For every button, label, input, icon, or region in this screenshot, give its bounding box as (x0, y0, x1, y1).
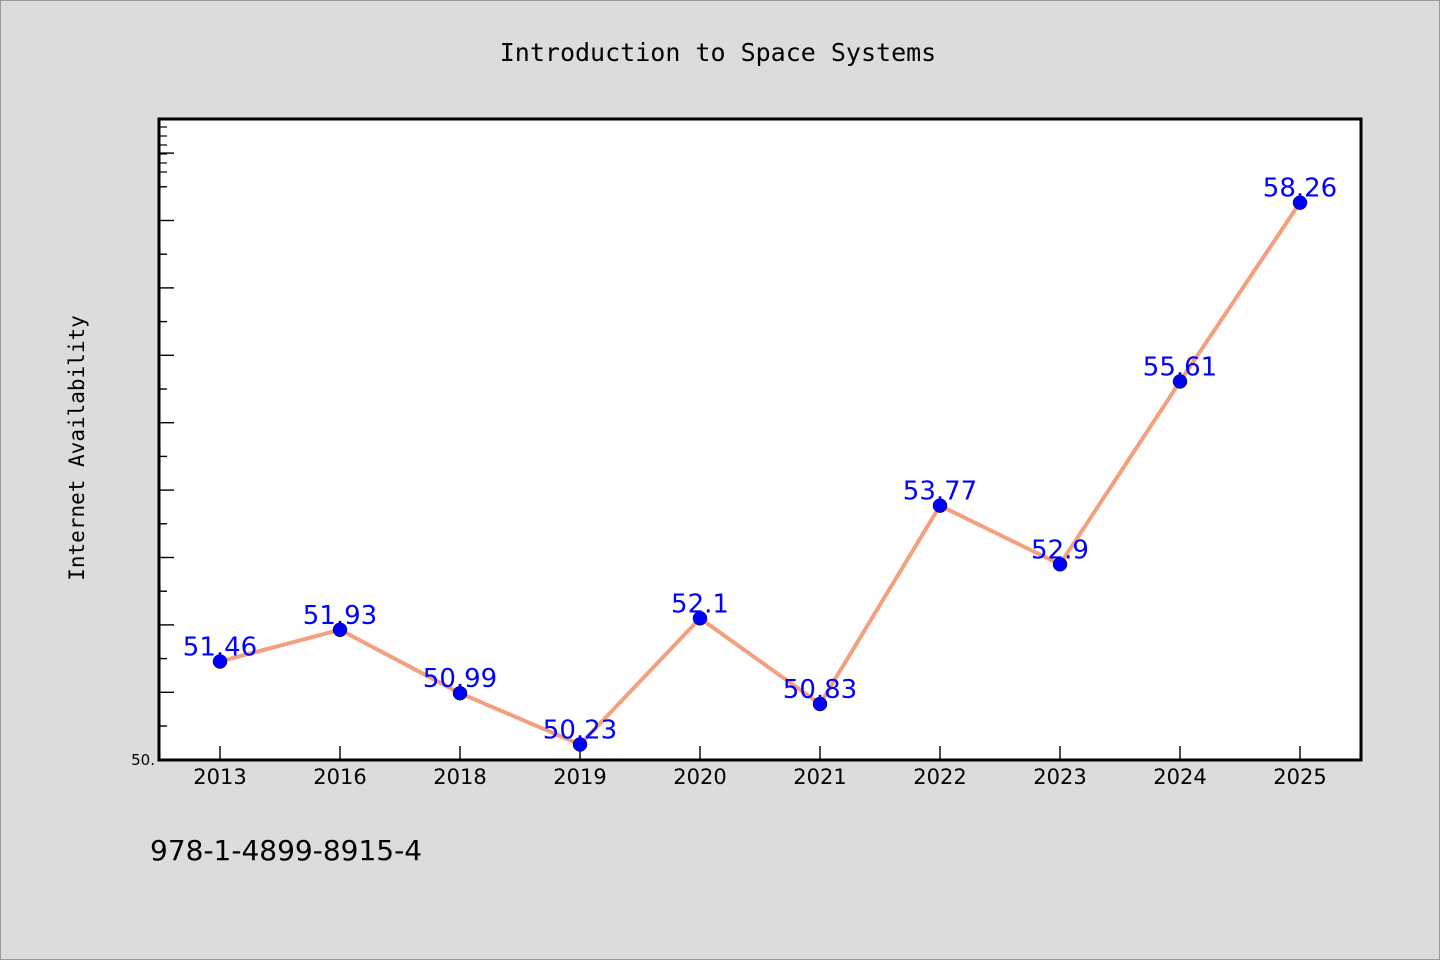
data-label: 51.93 (303, 601, 377, 631)
series-line (218, 200, 1302, 747)
data-labels: 51.46 51.93 50.99 50.23 52.1 50.83 53.77 52.9 55… (183, 174, 1337, 746)
data-label: 52.9 (1031, 535, 1089, 565)
y-tick-label: 50. (131, 751, 155, 769)
chart-title: Introduction to Space Systems (500, 38, 937, 67)
x-tick-label: 2020 (673, 765, 726, 789)
data-label: 53.77 (903, 477, 977, 507)
data-label: 52.1 (671, 589, 729, 619)
data-point (812, 696, 828, 712)
data-point (932, 498, 948, 513)
data-label: 50.99 (423, 664, 497, 694)
data-point (572, 737, 588, 752)
y-axis-tick-labels: 50. (131, 751, 155, 769)
x-axis-tick-labels: 2013 2016 2018 2019 2020 2021 2022 2023 2024 2025 (193, 765, 1326, 789)
data-points (212, 195, 1308, 752)
data-point (452, 685, 468, 701)
x-tick-label: 2023 (1033, 765, 1086, 789)
data-point (1052, 557, 1068, 572)
data-label: 50.83 (783, 675, 857, 705)
x-tick-label: 2024 (1153, 765, 1206, 789)
data-label: 51.46 (183, 632, 257, 662)
data-point (1292, 195, 1308, 210)
x-tick-label: 2021 (793, 765, 846, 789)
plot-area (157, 117, 1363, 762)
data-label: 50.23 (543, 715, 617, 745)
data-label: 55.61 (1143, 352, 1217, 382)
x-tick-label: 2022 (913, 765, 966, 789)
isbn-label: 978-1-4899-8915-4 (150, 834, 423, 867)
data-point (1172, 374, 1188, 389)
x-tick-label: 2013 (193, 765, 246, 789)
x-tick-label: 2016 (313, 765, 366, 789)
data-point (692, 611, 708, 626)
y-axis-label: Internet Availability (65, 315, 89, 581)
x-tick-label: 2018 (433, 765, 486, 789)
y-axis-ticks (159, 126, 174, 727)
x-axis-ticks (219, 746, 1301, 760)
data-label: 58.26 (1263, 174, 1337, 204)
series-layer (218, 200, 1302, 747)
data-point (332, 622, 348, 638)
x-tick-label: 2025 (1273, 765, 1326, 789)
x-tick-label: 2019 (553, 765, 606, 789)
data-point (212, 654, 228, 669)
